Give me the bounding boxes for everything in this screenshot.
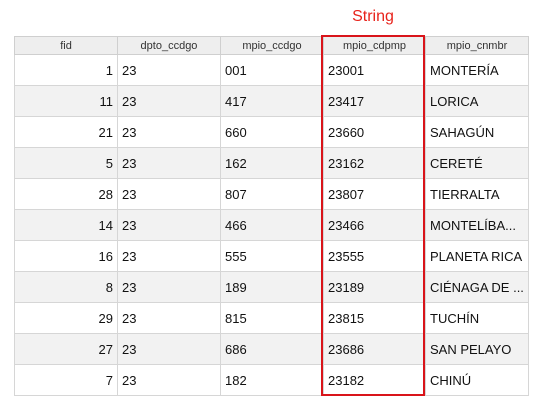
mpio-cnmbr-cell[interactable]: SAN PELAYO bbox=[425, 333, 529, 365]
mpio-cdpmp-cell[interactable]: 23815 bbox=[323, 302, 426, 334]
mpio-cnmbr-cell[interactable]: SAHAGÚN bbox=[425, 116, 529, 148]
mpio-cnmbr-cell[interactable]: CERETÉ bbox=[425, 147, 529, 179]
dpto-ccdgo-cell[interactable]: 23 bbox=[117, 271, 221, 303]
fid-cell[interactable]: 29 bbox=[14, 302, 118, 334]
column-header-mpio-cdpmp[interactable]: mpio_cdpmp bbox=[323, 36, 426, 55]
table-row[interactable]: 7 23 182 23182 CHINÚ bbox=[14, 364, 529, 396]
mpio-cdpmp-cell[interactable]: 23417 bbox=[323, 85, 426, 117]
table-row[interactable]: 8 23 189 23189 CIÉNAGA DE ... bbox=[14, 271, 529, 303]
dpto-ccdgo-cell[interactable]: 23 bbox=[117, 364, 221, 396]
column-header-dpto-ccdgo[interactable]: dpto_ccdgo bbox=[117, 36, 221, 55]
table-row[interactable]: 16 23 555 23555 PLANETA RICA bbox=[14, 240, 529, 272]
mpio-cnmbr-cell[interactable]: TIERRALTA bbox=[425, 178, 529, 210]
dpto-ccdgo-cell[interactable]: 23 bbox=[117, 116, 221, 148]
mpio-cnmbr-cell[interactable]: LORICA bbox=[425, 85, 529, 117]
fid-cell[interactable]: 7 bbox=[14, 364, 118, 396]
mpio-cnmbr-cell[interactable]: PLANETA RICA bbox=[425, 240, 529, 272]
fid-cell[interactable]: 27 bbox=[14, 333, 118, 365]
mpio-cnmbr-cell[interactable]: MONTERÍA bbox=[425, 54, 529, 86]
mpio-cdpmp-cell[interactable]: 23189 bbox=[323, 271, 426, 303]
mpio-cdpmp-cell[interactable]: 23001 bbox=[323, 54, 426, 86]
mpio-ccdgo-cell[interactable]: 162 bbox=[220, 147, 324, 179]
mpio-ccdgo-cell[interactable]: 686 bbox=[220, 333, 324, 365]
fid-cell[interactable]: 28 bbox=[14, 178, 118, 210]
mpio-ccdgo-cell[interactable]: 417 bbox=[220, 85, 324, 117]
dpto-ccdgo-cell[interactable]: 23 bbox=[117, 240, 221, 272]
fid-cell[interactable]: 5 bbox=[14, 147, 118, 179]
dpto-ccdgo-cell[interactable]: 23 bbox=[117, 85, 221, 117]
mpio-ccdgo-cell[interactable]: 807 bbox=[220, 178, 324, 210]
mpio-ccdgo-cell[interactable]: 182 bbox=[220, 364, 324, 396]
table-row[interactable]: 11 23 417 23417 LORICA bbox=[14, 85, 529, 117]
mpio-cdpmp-cell[interactable]: 23807 bbox=[323, 178, 426, 210]
table-row[interactable]: 29 23 815 23815 TUCHÍN bbox=[14, 302, 529, 334]
table-row[interactable]: 1 23 001 23001 MONTERÍA bbox=[14, 54, 529, 86]
mpio-cnmbr-cell[interactable]: TUCHÍN bbox=[425, 302, 529, 334]
mpio-cnmbr-cell[interactable]: CHINÚ bbox=[425, 364, 529, 396]
mpio-ccdgo-cell[interactable]: 660 bbox=[220, 116, 324, 148]
column-type-annotation: String bbox=[352, 8, 394, 25]
dpto-ccdgo-cell[interactable]: 23 bbox=[117, 178, 221, 210]
mpio-ccdgo-cell[interactable]: 189 bbox=[220, 271, 324, 303]
mpio-cdpmp-cell[interactable]: 23686 bbox=[323, 333, 426, 365]
column-header-mpio-ccdgo[interactable]: mpio_ccdgo bbox=[220, 36, 324, 55]
mpio-cdpmp-cell[interactable]: 23182 bbox=[323, 364, 426, 396]
table-row[interactable]: 5 23 162 23162 CERETÉ bbox=[14, 147, 529, 179]
table-row[interactable]: 14 23 466 23466 MONTELÍBA... bbox=[14, 209, 529, 241]
dpto-ccdgo-cell[interactable]: 23 bbox=[117, 54, 221, 86]
dpto-ccdgo-cell[interactable]: 23 bbox=[117, 302, 221, 334]
fid-cell[interactable]: 21 bbox=[14, 116, 118, 148]
mpio-ccdgo-cell[interactable]: 815 bbox=[220, 302, 324, 334]
mpio-ccdgo-cell[interactable]: 001 bbox=[220, 54, 324, 86]
table-row[interactable]: 28 23 807 23807 TIERRALTA bbox=[14, 178, 529, 210]
table-row[interactable]: 21 23 660 23660 SAHAGÚN bbox=[14, 116, 529, 148]
mpio-cdpmp-cell[interactable]: 23162 bbox=[323, 147, 426, 179]
fid-cell[interactable]: 8 bbox=[14, 271, 118, 303]
mpio-cnmbr-cell[interactable]: CIÉNAGA DE ... bbox=[425, 271, 529, 303]
dpto-ccdgo-cell[interactable]: 23 bbox=[117, 209, 221, 241]
dpto-ccdgo-cell[interactable]: 23 bbox=[117, 147, 221, 179]
mpio-cdpmp-cell[interactable]: 23466 bbox=[323, 209, 426, 241]
fid-cell[interactable]: 11 bbox=[14, 85, 118, 117]
dpto-ccdgo-cell[interactable]: 23 bbox=[117, 333, 221, 365]
fid-cell[interactable]: 14 bbox=[14, 209, 118, 241]
header-row: fid dpto_ccdgo mpio_ccdgo mpio_cdpmp mpi… bbox=[14, 36, 529, 55]
mpio-cdpmp-cell[interactable]: 23660 bbox=[323, 116, 426, 148]
mpio-ccdgo-cell[interactable]: 466 bbox=[220, 209, 324, 241]
table-row[interactable]: 27 23 686 23686 SAN PELAYO bbox=[14, 333, 529, 365]
column-header-fid[interactable]: fid bbox=[14, 36, 118, 55]
mpio-ccdgo-cell[interactable]: 555 bbox=[220, 240, 324, 272]
mpio-cnmbr-cell[interactable]: MONTELÍBA... bbox=[425, 209, 529, 241]
fid-cell[interactable]: 16 bbox=[14, 240, 118, 272]
attribute-table: fid dpto_ccdgo mpio_ccdgo mpio_cdpmp mpi… bbox=[14, 36, 529, 396]
mpio-cdpmp-cell[interactable]: 23555 bbox=[323, 240, 426, 272]
column-header-mpio-cnmbr[interactable]: mpio_cnmbr bbox=[425, 36, 529, 55]
fid-cell[interactable]: 1 bbox=[14, 54, 118, 86]
